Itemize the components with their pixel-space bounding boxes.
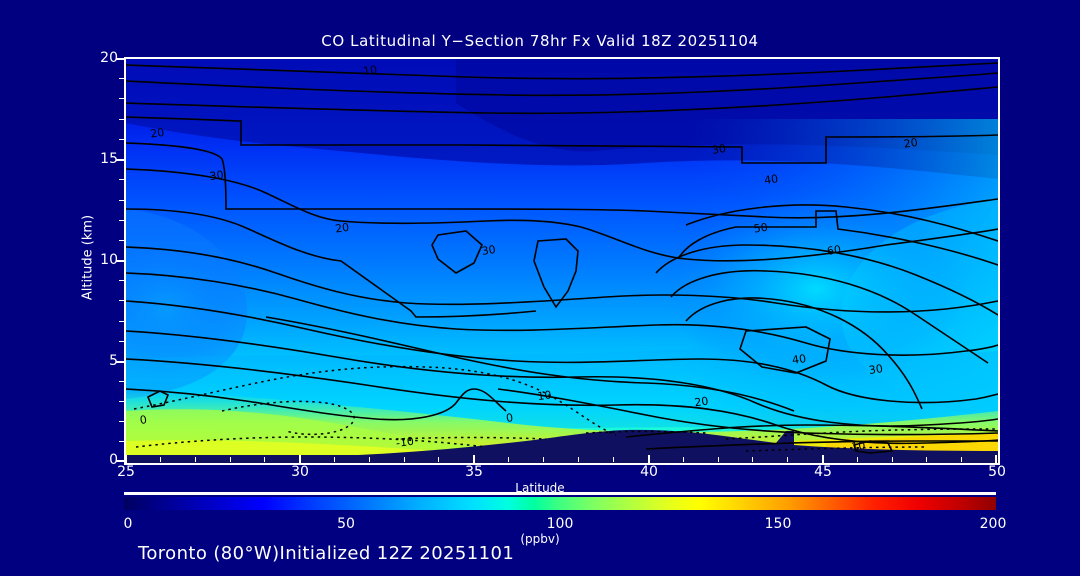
contour-label: 20 (903, 136, 919, 151)
contour-field: 10 20 30 20 30 30 40 50 60 20 40 30 20 10 10 0 0 -10 (126, 59, 998, 463)
x-tickmark-major (822, 455, 824, 463)
x-tickmark-major (299, 455, 301, 463)
y-tick-10: 10 (100, 252, 118, 268)
colorbar-title: Latitude (515, 481, 565, 495)
y-tickmark-major (116, 58, 124, 60)
y-tickmark-minor (119, 179, 124, 180)
contour-label: 30 (711, 142, 727, 157)
y-tickmark-minor (119, 220, 124, 221)
contour-label: 20 (694, 394, 710, 409)
page-title: CO Latitudinal Y−Section 78hr Fx Valid 1… (321, 32, 759, 50)
x-tick-30: 30 (291, 464, 309, 480)
contour-label: 20 (334, 221, 350, 236)
colorbar-tick-200: 200 (979, 516, 1007, 532)
contour-label: -10 (395, 435, 415, 450)
x-tickmark-minor (857, 457, 858, 462)
cross-section-plot: 10 20 30 20 30 30 40 50 60 20 40 30 20 10 10 0 0 -10 (124, 57, 1000, 465)
y-tickmark-minor (119, 200, 124, 201)
x-tickmark-minor (195, 457, 196, 462)
x-tickmark-minor (787, 457, 788, 462)
x-tick-45: 45 (814, 464, 832, 480)
x-tickmark-minor (334, 457, 335, 462)
contour-label: 40 (791, 352, 807, 367)
y-tick-0: 0 (109, 452, 118, 468)
x-tickmark-minor (438, 457, 439, 462)
contour-label: 30 (209, 168, 225, 183)
y-tickmark-major (116, 159, 124, 161)
x-tickmark-minor (892, 457, 893, 462)
colorbar-gradient (124, 497, 996, 510)
y-tickmark-minor (119, 280, 124, 281)
y-tickmark-minor (119, 341, 124, 342)
y-tick-5: 5 (109, 353, 118, 369)
x-tickmark-minor (926, 457, 927, 462)
colorbar-wrap (124, 497, 996, 510)
y-tick-20: 20 (100, 50, 118, 66)
y-tickmark-minor (119, 441, 124, 442)
x-tickmark-minor (543, 457, 544, 462)
y-tickmark-minor (119, 78, 124, 79)
y-tickmark-minor (119, 139, 124, 140)
contour-label: 0 (505, 411, 514, 425)
y-tickmark-major (116, 460, 124, 462)
colorbar-top-rule (124, 492, 996, 495)
x-tickmark-minor (160, 457, 161, 462)
contour-label: 20 (149, 126, 165, 141)
colorbar-tick-0: 0 (123, 516, 133, 532)
x-tick-25: 25 (117, 464, 135, 480)
y-tickmark-minor (119, 381, 124, 382)
colorbar-tick-100: 100 (546, 516, 574, 532)
colorbar-tick-50: 50 (337, 516, 355, 532)
x-tick-40: 40 (640, 464, 658, 480)
x-tickmark-minor (508, 457, 509, 462)
contour-label: 40 (763, 172, 779, 187)
y-tickmark-minor (119, 401, 124, 402)
contour-label: 0 (139, 413, 148, 427)
y-tickmark-minor (119, 321, 124, 322)
x-tickmark-major (473, 455, 475, 463)
x-tickmark-minor (718, 457, 719, 462)
figure-caption: Toronto (80°W)Initialized 12Z 20251101 (138, 543, 515, 564)
contour-label: 60 (826, 243, 842, 258)
x-tickmark-major (125, 455, 127, 463)
x-tickmark-minor (613, 457, 614, 462)
contour-label: 10 (362, 63, 378, 78)
x-tick-35: 35 (465, 464, 483, 480)
colorbar-tick-150: 150 (764, 516, 792, 532)
x-tickmark-minor (683, 457, 684, 462)
contour-label: 30 (481, 243, 497, 258)
x-tickmark-minor (752, 457, 753, 462)
x-tickmark-minor (369, 457, 370, 462)
x-tickmark-major (648, 455, 650, 463)
x-tickmark-minor (264, 457, 265, 462)
contour-labels: 10 20 30 20 30 30 40 50 60 20 40 30 20 10 10 0 0 -10 (139, 63, 919, 454)
x-tickmark-minor (578, 457, 579, 462)
x-tickmark-minor (961, 457, 962, 462)
x-tick-50: 50 (988, 464, 1006, 480)
y-tickmark-minor (119, 119, 124, 120)
x-tickmark-major (995, 455, 997, 463)
colorbar-unit: (ppbv) (520, 532, 560, 546)
y-tickmark-minor (119, 421, 124, 422)
x-tickmark-minor (404, 457, 405, 462)
y-tickmark-minor (119, 240, 124, 241)
y-tickmark-minor (119, 300, 124, 301)
contour-label: 10 (537, 388, 553, 403)
contour-label: 10 (851, 439, 867, 454)
y-tickmark-minor (119, 98, 124, 99)
plot-inner: 10 20 30 20 30 30 40 50 60 20 40 30 20 10 10 0 0 -10 (126, 59, 998, 463)
x-tickmark-minor (230, 457, 231, 462)
contour-label: 30 (868, 362, 884, 377)
y-tickmark-major (116, 361, 124, 363)
y-tickmark-major (116, 260, 124, 262)
contour-label: 50 (753, 221, 769, 236)
y-tick-15: 15 (100, 151, 118, 167)
